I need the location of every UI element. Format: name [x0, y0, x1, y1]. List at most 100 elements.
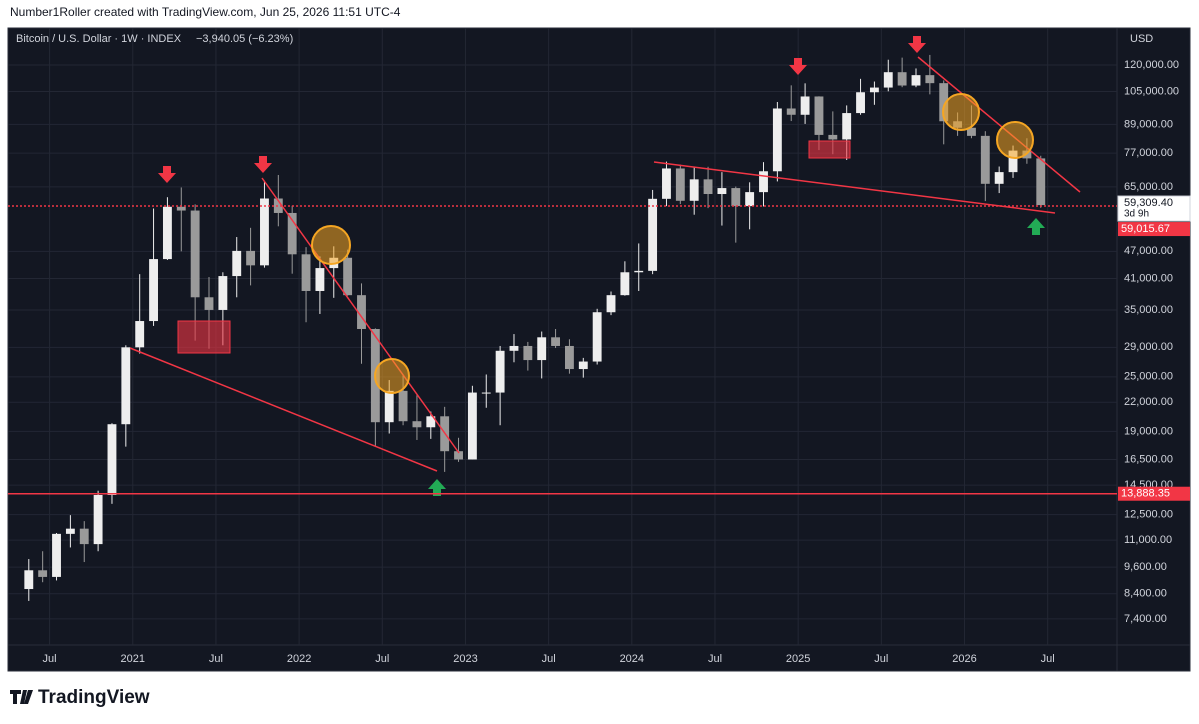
candle-body: [925, 75, 935, 84]
x-tick-label: 2025: [786, 653, 810, 665]
candle-body: [869, 87, 879, 93]
candle-body: [357, 295, 366, 330]
highlight-circle: [942, 93, 980, 131]
candle-body: [648, 198, 658, 271]
candle-body: [675, 168, 685, 201]
x-tick-label: Jul: [1041, 653, 1055, 665]
candle-body: [592, 312, 602, 362]
candle-body: [426, 416, 436, 428]
y-tick-label: 16,500.00: [1124, 453, 1173, 465]
candle-body: [52, 533, 61, 577]
candle-body: [121, 347, 131, 425]
y-tick-label: 77,000.00: [1124, 147, 1173, 159]
price-label: 59,015.67: [1121, 223, 1170, 235]
candle-body: [606, 295, 616, 313]
y-tick-label: 25,000.00: [1124, 371, 1173, 383]
candle-body: [994, 172, 1004, 184]
price-change: −3,940.05 (−6.23%): [196, 33, 293, 45]
candle-body: [814, 96, 824, 135]
candle-body: [703, 179, 713, 195]
y-tick-label: 29,000.00: [1124, 341, 1173, 353]
candle-body: [745, 192, 755, 207]
trend-line: [261, 177, 460, 454]
candle-body: [883, 72, 893, 88]
candle-body: [509, 345, 519, 351]
down-arrow: [789, 58, 807, 75]
candle-body: [897, 72, 907, 86]
logo: TradingView: [10, 687, 150, 708]
countdown: 3d 9h: [1124, 209, 1149, 220]
candle-body: [454, 451, 463, 460]
candle-body: [232, 250, 242, 277]
candle-body: [315, 268, 325, 291]
down-arrow: [908, 36, 926, 53]
logo-mark: [10, 690, 33, 704]
candle-body: [537, 337, 547, 361]
axes: Jul 2021 Jul 2022 Jul 2023 Jul 2024 Jul 2025 Jul 20…: [8, 59, 1191, 665]
candle-body: [800, 96, 810, 115]
candle-body: [551, 337, 561, 346]
candle-body: [107, 424, 117, 495]
candle-body: [24, 570, 34, 590]
x-tick-label: Jul: [708, 653, 722, 665]
y-tick-label: 65,000.00: [1124, 181, 1173, 193]
highlight-box: [808, 140, 851, 159]
y-tick-label: 35,000.00: [1124, 304, 1173, 316]
up-arrow: [1027, 218, 1045, 235]
y-tick-label: 19,000.00: [1124, 425, 1173, 437]
candle-body: [79, 528, 89, 545]
y-tick-label: 105,000.00: [1124, 85, 1179, 97]
price-label-box: [1118, 486, 1190, 501]
candle-body: [287, 212, 297, 255]
price-label-box: [1118, 222, 1190, 237]
highlight-circle: [374, 358, 410, 394]
drawings: [129, 36, 1081, 496]
candle-body: [980, 135, 990, 184]
candle-body: [343, 257, 353, 296]
up-arrow: [428, 479, 446, 496]
x-tick-label: Jul: [874, 653, 888, 665]
x-tick-label: Jul: [542, 653, 556, 665]
candle-body: [467, 392, 477, 460]
y-tick-label: 120,000.00: [1124, 59, 1179, 71]
candle-body: [634, 270, 644, 273]
candle-body: [689, 179, 699, 201]
symbol-title: Bitcoin / U.S. Dollar · 1W · INDEX: [16, 33, 182, 45]
candle-body: [495, 350, 505, 393]
last-price-box: [1117, 195, 1191, 222]
y-tick-label: 7,400.00: [1124, 613, 1167, 625]
candle-body: [481, 392, 491, 394]
candle-body: [190, 210, 200, 298]
candle-body: [301, 254, 311, 291]
x-tick-label: 2024: [620, 653, 644, 665]
candle-body: [65, 528, 75, 534]
candle-body: [1008, 150, 1018, 173]
highlight-circle: [996, 121, 1034, 159]
candle-body: [412, 421, 422, 428]
candle-body: [828, 134, 838, 140]
y-tick-label: 22,000.00: [1124, 396, 1173, 408]
y-tick-label: 11,000.00: [1124, 534, 1172, 546]
last-price-label: 59,309.40: [1124, 197, 1173, 209]
candle-body: [786, 108, 796, 115]
price-label: 13,888.35: [1121, 488, 1170, 500]
candle-body: [523, 345, 533, 361]
candle-body: [731, 188, 741, 207]
highlight-circle: [311, 225, 351, 265]
y-tick-label: 47,000.00: [1124, 245, 1173, 257]
y-tick-label: 9,600.00: [1124, 561, 1167, 573]
y-tick-label: 12,500.00: [1124, 509, 1173, 521]
candle-body: [772, 108, 782, 172]
highlight-box: [177, 320, 231, 354]
candle-body: [717, 188, 727, 195]
candle-body: [38, 570, 48, 577]
candle-body: [273, 198, 283, 213]
candle-body: [398, 390, 408, 422]
candle-body: [246, 250, 256, 266]
x-tick-label: 2023: [453, 653, 477, 665]
candle-body: [176, 206, 186, 211]
y-tick-label: 41,000.00: [1124, 272, 1173, 284]
currency: USD: [1130, 33, 1153, 45]
y-tick-label: 89,000.00: [1124, 118, 1173, 130]
